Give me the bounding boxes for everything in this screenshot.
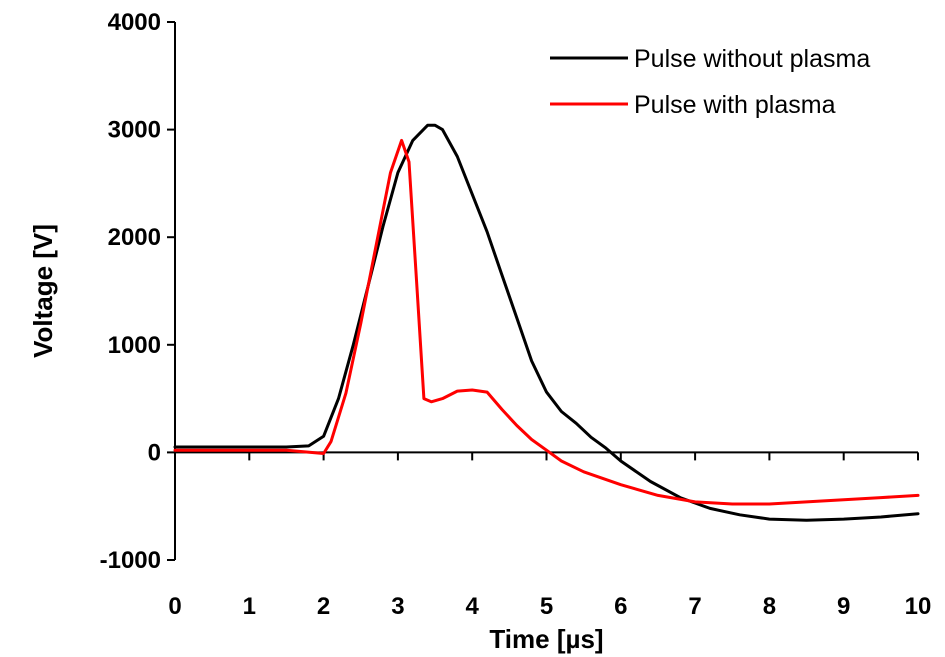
series-layer bbox=[173, 123, 920, 522]
x-tick-label: 2 bbox=[317, 593, 330, 620]
y-tick-label: 4000 bbox=[108, 9, 161, 36]
x-axis-title: Time [µs] bbox=[489, 624, 603, 654]
x-tick-label: 8 bbox=[763, 593, 776, 620]
x-tick-label: 6 bbox=[614, 593, 627, 620]
series-line-2 bbox=[173, 138, 920, 506]
series-line-1 bbox=[173, 123, 920, 522]
y-axis-title: Voltage [V] bbox=[28, 224, 58, 358]
y-tick-label: 1000 bbox=[108, 332, 161, 359]
legend-label-2: Pulse with plasma bbox=[634, 91, 836, 119]
x-tick-label: 3 bbox=[391, 593, 404, 620]
legend: Pulse without plasma Pulse with plasma bbox=[550, 45, 870, 119]
x-tick-label: 7 bbox=[688, 593, 701, 620]
x-tick-label: 0 bbox=[168, 593, 181, 620]
axes-layer: -1000 0 1000 2000 3000 4000 0 1 2 3 4 5 6 7 8 9 10 bbox=[100, 9, 932, 620]
x-tick-label: 4 bbox=[466, 593, 480, 620]
y-tick-label: 3000 bbox=[108, 117, 161, 144]
x-tick-label: 5 bbox=[540, 593, 553, 620]
legend-label-1: Pulse without plasma bbox=[634, 45, 870, 73]
x-tick-label: 10 bbox=[905, 593, 932, 620]
y-tick-label: 0 bbox=[148, 439, 161, 466]
y-tick-label: 2000 bbox=[108, 224, 161, 251]
x-tick-label: 1 bbox=[243, 593, 256, 620]
y-tick-label: -1000 bbox=[100, 547, 161, 574]
x-tick-label: 9 bbox=[837, 593, 850, 620]
